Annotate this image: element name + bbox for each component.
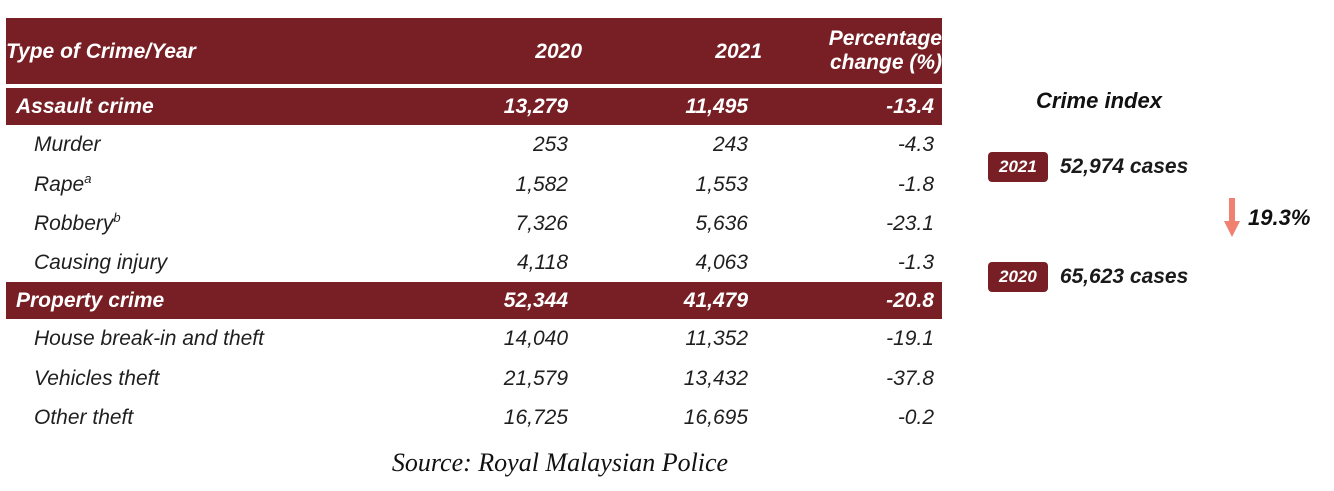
value-pct-change: -23.1 xyxy=(886,211,934,235)
value-pct-change: -20.8 xyxy=(762,282,942,320)
value-pct-change: -37.8 xyxy=(886,366,934,390)
footnote-marker: b xyxy=(113,209,121,225)
table-row-assault-crime: Assault crime 13,279 11,495 -13.4 xyxy=(6,86,942,126)
value-2020: 1,582 xyxy=(515,172,568,196)
value-2021: 41,479 xyxy=(582,282,762,320)
crime-statistics-table-container: Type of Crime/Year 2020 2021 Percentage … xyxy=(6,18,942,437)
row-label: Property crime xyxy=(6,282,408,320)
value-pct-change: -4.3 xyxy=(897,133,934,157)
header-percentage-change: Percentage change (%) xyxy=(762,18,942,89)
value-2021: 4,063 xyxy=(695,251,748,275)
table-row-house-break-in-and-theft: House break-in and theft 14,040 11,352 -… xyxy=(6,319,942,358)
crime-statistics-table: Type of Crime/Year 2020 2021 Percentage … xyxy=(6,18,942,437)
header-type-of-crime: Type of Crime/Year xyxy=(6,18,408,89)
table-row-property-crime: Property crime 52,344 41,479 -20.8 xyxy=(6,282,942,320)
header-2021: 2021 xyxy=(582,18,762,89)
value-2021: 13,432 xyxy=(683,366,748,390)
row-label: Assault crime xyxy=(6,86,408,126)
table-row-murder: Murder 253 243 -4.3 xyxy=(6,125,942,164)
row-label-text: Rape xyxy=(34,172,85,196)
table-header-row: Type of Crime/Year 2020 2021 Percentage … xyxy=(6,18,942,89)
table-row-causing-injury: Causing injury 4,118 4,063 -1.3 xyxy=(6,243,942,282)
table-row-rape: Rapea 1,582 1,553 -1.8 xyxy=(6,165,942,204)
value-2021: 1,553 xyxy=(695,172,748,196)
row-label: Murder xyxy=(34,133,101,157)
row-label: Causing injury xyxy=(34,251,168,275)
value-pct-change: -19.1 xyxy=(886,327,934,351)
value-2020: 13,279 xyxy=(408,86,582,126)
row-label: Rapea xyxy=(6,165,408,204)
crime-index-2021: 2021 52,974 cases xyxy=(988,152,1188,182)
crime-index-title: Crime index xyxy=(1036,88,1162,113)
row-label: Vehicles theft xyxy=(34,366,160,390)
table-row-vehicles-theft: Vehicles theft 21,579 13,432 -37.8 xyxy=(6,359,942,398)
row-label: Other theft xyxy=(34,405,134,429)
value-2021: 11,495 xyxy=(582,86,762,126)
row-label: House break-in and theft xyxy=(34,327,264,351)
change-indicator: 19.3% xyxy=(1222,196,1310,240)
value-2020: 4,118 xyxy=(517,251,568,275)
change-percentage: 19.3% xyxy=(1248,205,1311,230)
year-badge-2021: 2021 xyxy=(988,152,1048,182)
value-2020: 21,579 xyxy=(503,366,568,390)
footnote-marker: a xyxy=(84,170,92,186)
value-2021: 5,636 xyxy=(695,211,748,235)
value-pct-change: -1.3 xyxy=(897,251,934,275)
value-pct-change: -13.4 xyxy=(762,86,942,126)
value-2021: 11,352 xyxy=(685,327,748,351)
cases-2021: 52,974 cases xyxy=(1059,155,1189,178)
value-2020: 16,725 xyxy=(503,405,568,429)
cases-2020: 65,623 cases xyxy=(1059,265,1189,288)
crime-index-2020: 2020 65,623 cases xyxy=(988,262,1188,292)
value-2020: 14,040 xyxy=(503,327,568,351)
year-badge-2020: 2020 xyxy=(988,262,1048,292)
value-2020: 253 xyxy=(532,133,568,157)
source-caption: Source: Royal Malaysian Police xyxy=(391,448,729,477)
value-2021: 16,695 xyxy=(683,405,748,429)
table-row-robbery: Robberyb 7,326 5,636 -23.1 xyxy=(6,204,942,243)
row-label: Robberyb xyxy=(6,204,408,243)
value-2021: 243 xyxy=(712,133,748,157)
down-arrow-icon xyxy=(1222,196,1242,240)
row-label-text: Robbery xyxy=(34,211,114,235)
value-pct-change: -0.2 xyxy=(897,405,934,429)
value-2020: 52,344 xyxy=(408,282,582,320)
value-pct-change: -1.8 xyxy=(897,172,934,196)
value-2020: 7,326 xyxy=(515,211,568,235)
table-row-other-theft: Other theft 16,725 16,695 -0.2 xyxy=(6,398,942,437)
header-2020: 2020 xyxy=(408,18,582,89)
